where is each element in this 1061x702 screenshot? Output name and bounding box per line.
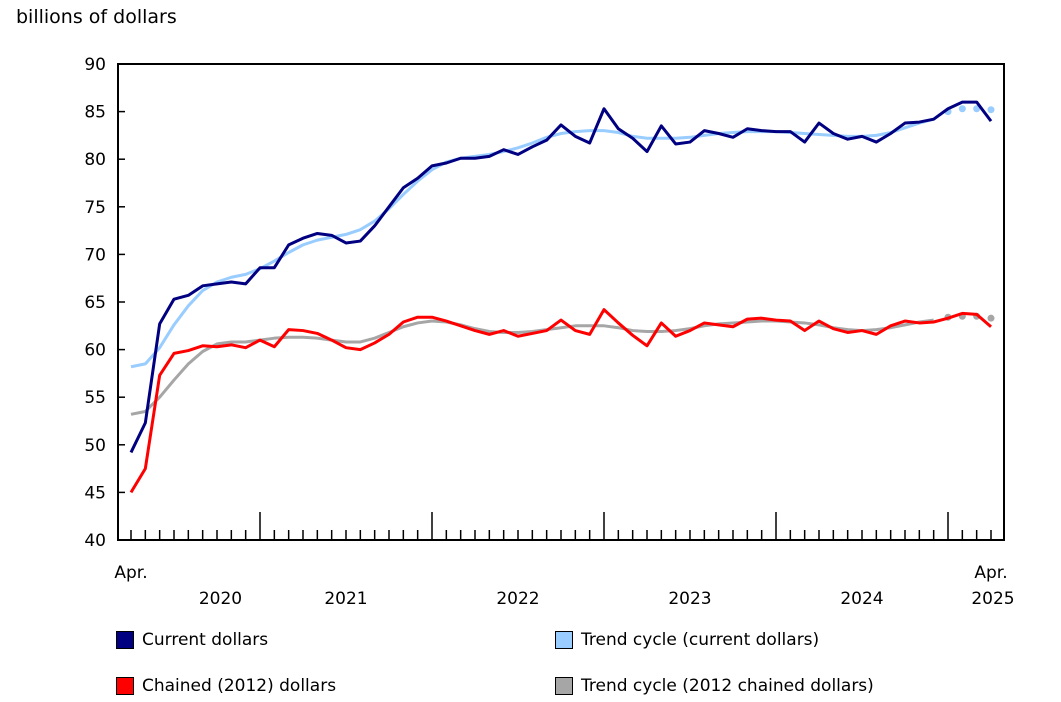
legend-label: Current dollars [142, 630, 269, 650]
legend-label: Trend cycle (current dollars) [581, 630, 820, 650]
y-tick-label: 65 [84, 293, 106, 313]
series-point-dotted [987, 106, 995, 114]
x-tick-label-year: 2021 [324, 589, 367, 609]
line-chart: 40 45 50 55 60 65 70 75 80 85 90 Apr. Apr. 2020 2021 20… [84, 55, 1014, 609]
series-point-dotted [987, 314, 995, 322]
legend-item-chained: Chained (2012) dollars [116, 676, 336, 696]
y-tick-label: 60 [84, 341, 106, 361]
legend-swatch [116, 631, 134, 649]
x-tick-label-start-month: Apr. [114, 563, 147, 583]
y-tick-label: 85 [84, 103, 106, 123]
y-tick-label: 70 [84, 245, 106, 265]
x-tick-label-end-month: Apr. [974, 563, 1007, 583]
legend-item-trend-chained: Trend cycle (2012 chained dollars) [555, 676, 874, 696]
legend-item-current: Current dollars [116, 630, 268, 650]
legend-swatch [116, 677, 134, 695]
series-line-0 [129, 100, 993, 454]
series-line-1 [130, 117, 935, 369]
series-line-2 [129, 308, 992, 494]
series-point-dotted [973, 105, 981, 113]
y-tick-label: 40 [84, 531, 106, 551]
y-tick-label: 75 [84, 198, 106, 218]
y-axis-label: billions of dollars [16, 6, 177, 28]
y-tick-label: 80 [84, 150, 106, 170]
legend-item-trend-current: Trend cycle (current dollars) [555, 630, 819, 650]
legend-swatch [555, 677, 573, 695]
y-tick-label: 55 [84, 388, 106, 408]
y-tick-label: 45 [84, 483, 106, 503]
x-tick-label-year: 2025 [971, 589, 1014, 609]
x-tick-label-year: 2024 [840, 589, 883, 609]
y-tick-label: 90 [84, 55, 106, 75]
x-tick-label-year: 2020 [199, 589, 242, 609]
series-point-dotted [958, 105, 966, 113]
legend-swatch [555, 631, 573, 649]
x-tick-label-year: 2022 [496, 589, 539, 609]
legend-label: Chained (2012) dollars [142, 676, 337, 696]
x-tick-label-year: 2023 [668, 589, 711, 609]
y-tick-label: 50 [84, 436, 106, 456]
legend-label: Trend cycle (2012 chained dollars) [581, 676, 874, 696]
series-line-3 [130, 318, 934, 416]
